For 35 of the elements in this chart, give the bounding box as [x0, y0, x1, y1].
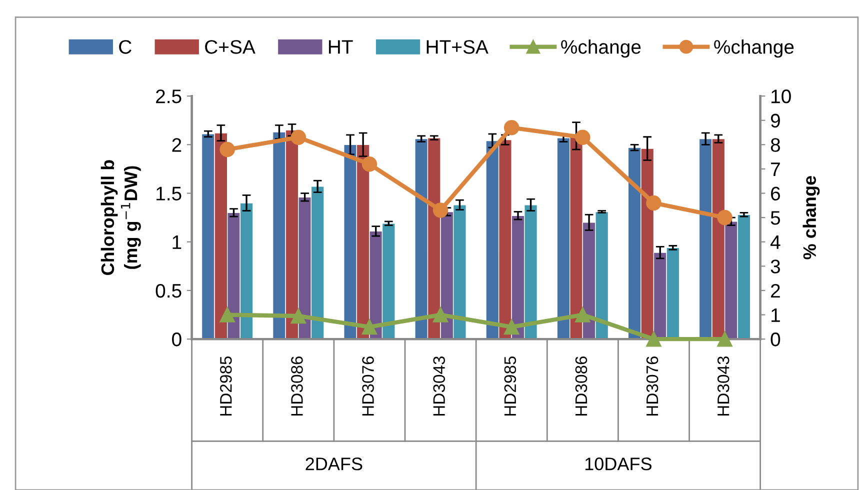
- y2-tick-label: 9: [770, 114, 780, 128]
- legend-label: HT: [328, 40, 353, 54]
- legend-label: HT+SA: [426, 40, 488, 54]
- legend-label: %change: [714, 40, 794, 58]
- y2-axis-title: % change: [802, 176, 820, 260]
- y-tick-label: 0: [172, 332, 182, 346]
- y2-tick-label: 3: [770, 260, 780, 274]
- y2-tick-label: 4: [770, 236, 780, 249]
- x-tick-label: HD2985: [504, 356, 516, 416]
- text: 10DAFS: [585, 458, 652, 470]
- x-tick-label: HD2985: [220, 356, 232, 416]
- x-tick-label: HD3086: [291, 356, 303, 416]
- text: 2DAFS: [306, 458, 362, 470]
- y2-tick-label: 2: [771, 284, 780, 298]
- y2-tick-label: 8: [770, 138, 780, 152]
- x-tick-label: HD3086: [575, 356, 588, 416]
- legend-label: C: [119, 40, 132, 54]
- y-tick-label: 1.5: [156, 186, 182, 200]
- y2-tick-label: 5: [770, 211, 780, 225]
- y2-tick-label: 6: [771, 186, 780, 200]
- x-tick-label: HD3043: [433, 356, 446, 416]
- x-tick-label: HD3043: [717, 356, 730, 416]
- y-tick-label: 2: [172, 138, 182, 152]
- x-tick-label: HD3076: [646, 356, 658, 416]
- y2-tick-label: 10: [772, 90, 791, 104]
- y2-tick-label: 1: [772, 308, 780, 322]
- legend-label: C+SA: [205, 40, 256, 54]
- x-tick-label: HD3076: [362, 356, 374, 416]
- legend-label: %change: [561, 40, 641, 58]
- y-axis-title: Chlorophyll b (mg g$^{−1}$DW): [100, 160, 141, 275]
- y2-tick-label: 0: [770, 332, 780, 346]
- y-tick-label: 1: [172, 236, 182, 249]
- y-tick-label: 2.5: [156, 90, 182, 104]
- y2-tick-label: 7: [771, 162, 780, 176]
- y-tick-label: 0.5: [156, 284, 182, 298]
